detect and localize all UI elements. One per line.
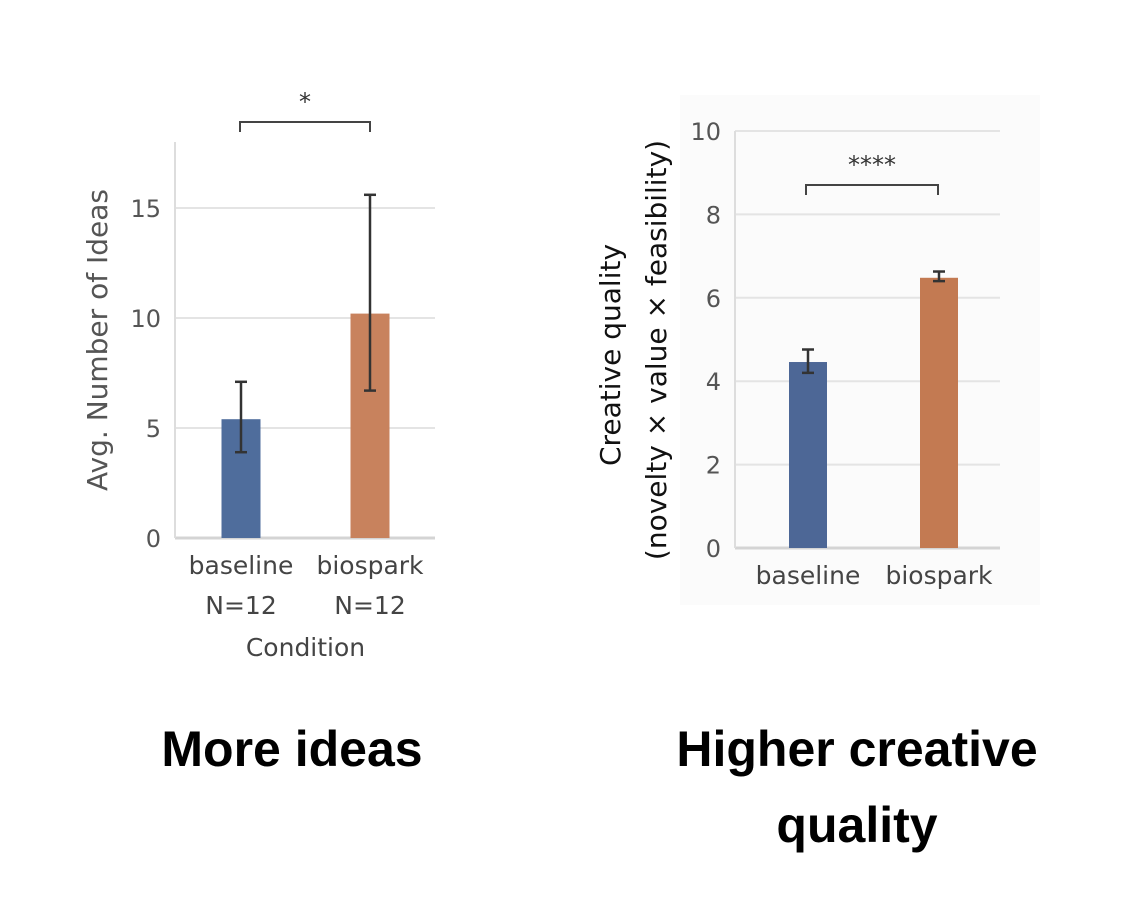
y-tick-label: 2: [706, 452, 721, 480]
y-axis-label: Creative quality: [594, 244, 627, 466]
y-tick-label: 15: [130, 195, 161, 223]
significance-stars: ****: [848, 151, 896, 179]
significance-stars: *: [299, 88, 311, 116]
y-axis-label: Avg. Number of Ideas: [81, 189, 114, 491]
bar-biospark: [920, 277, 958, 548]
bar-baseline: [789, 362, 827, 548]
y-axis-label-line2: (novelty × value × feasibility): [640, 140, 673, 560]
significance-bracket: [805, 184, 939, 195]
x-axis-label: Condition: [246, 633, 365, 662]
x-tick-sublabel: N=12: [205, 591, 276, 620]
x-tick-label: baseline: [189, 551, 294, 580]
x-tick-label: biospark: [316, 551, 424, 580]
y-tick-label: 8: [706, 201, 721, 229]
x-tick-label: biospark: [885, 561, 993, 590]
chart-background: [680, 95, 1040, 605]
y-tick-label: 10: [130, 305, 161, 333]
y-tick-label: 4: [706, 368, 721, 396]
y-tick-label: 0: [146, 525, 161, 553]
caption-higher-quality-line1: Higher creative: [676, 721, 1038, 777]
y-tick-label: 10: [690, 118, 721, 146]
y-tick-label: 6: [706, 285, 721, 313]
caption-more-ideas: More ideas: [161, 721, 423, 777]
x-tick-sublabel: N=12: [334, 591, 405, 620]
caption-higher-quality-line2: quality: [776, 797, 938, 853]
y-tick-label: 5: [146, 415, 161, 443]
x-tick-label: baseline: [756, 561, 861, 590]
y-tick-label: 0: [706, 535, 721, 563]
significance-bracket: [239, 121, 371, 132]
